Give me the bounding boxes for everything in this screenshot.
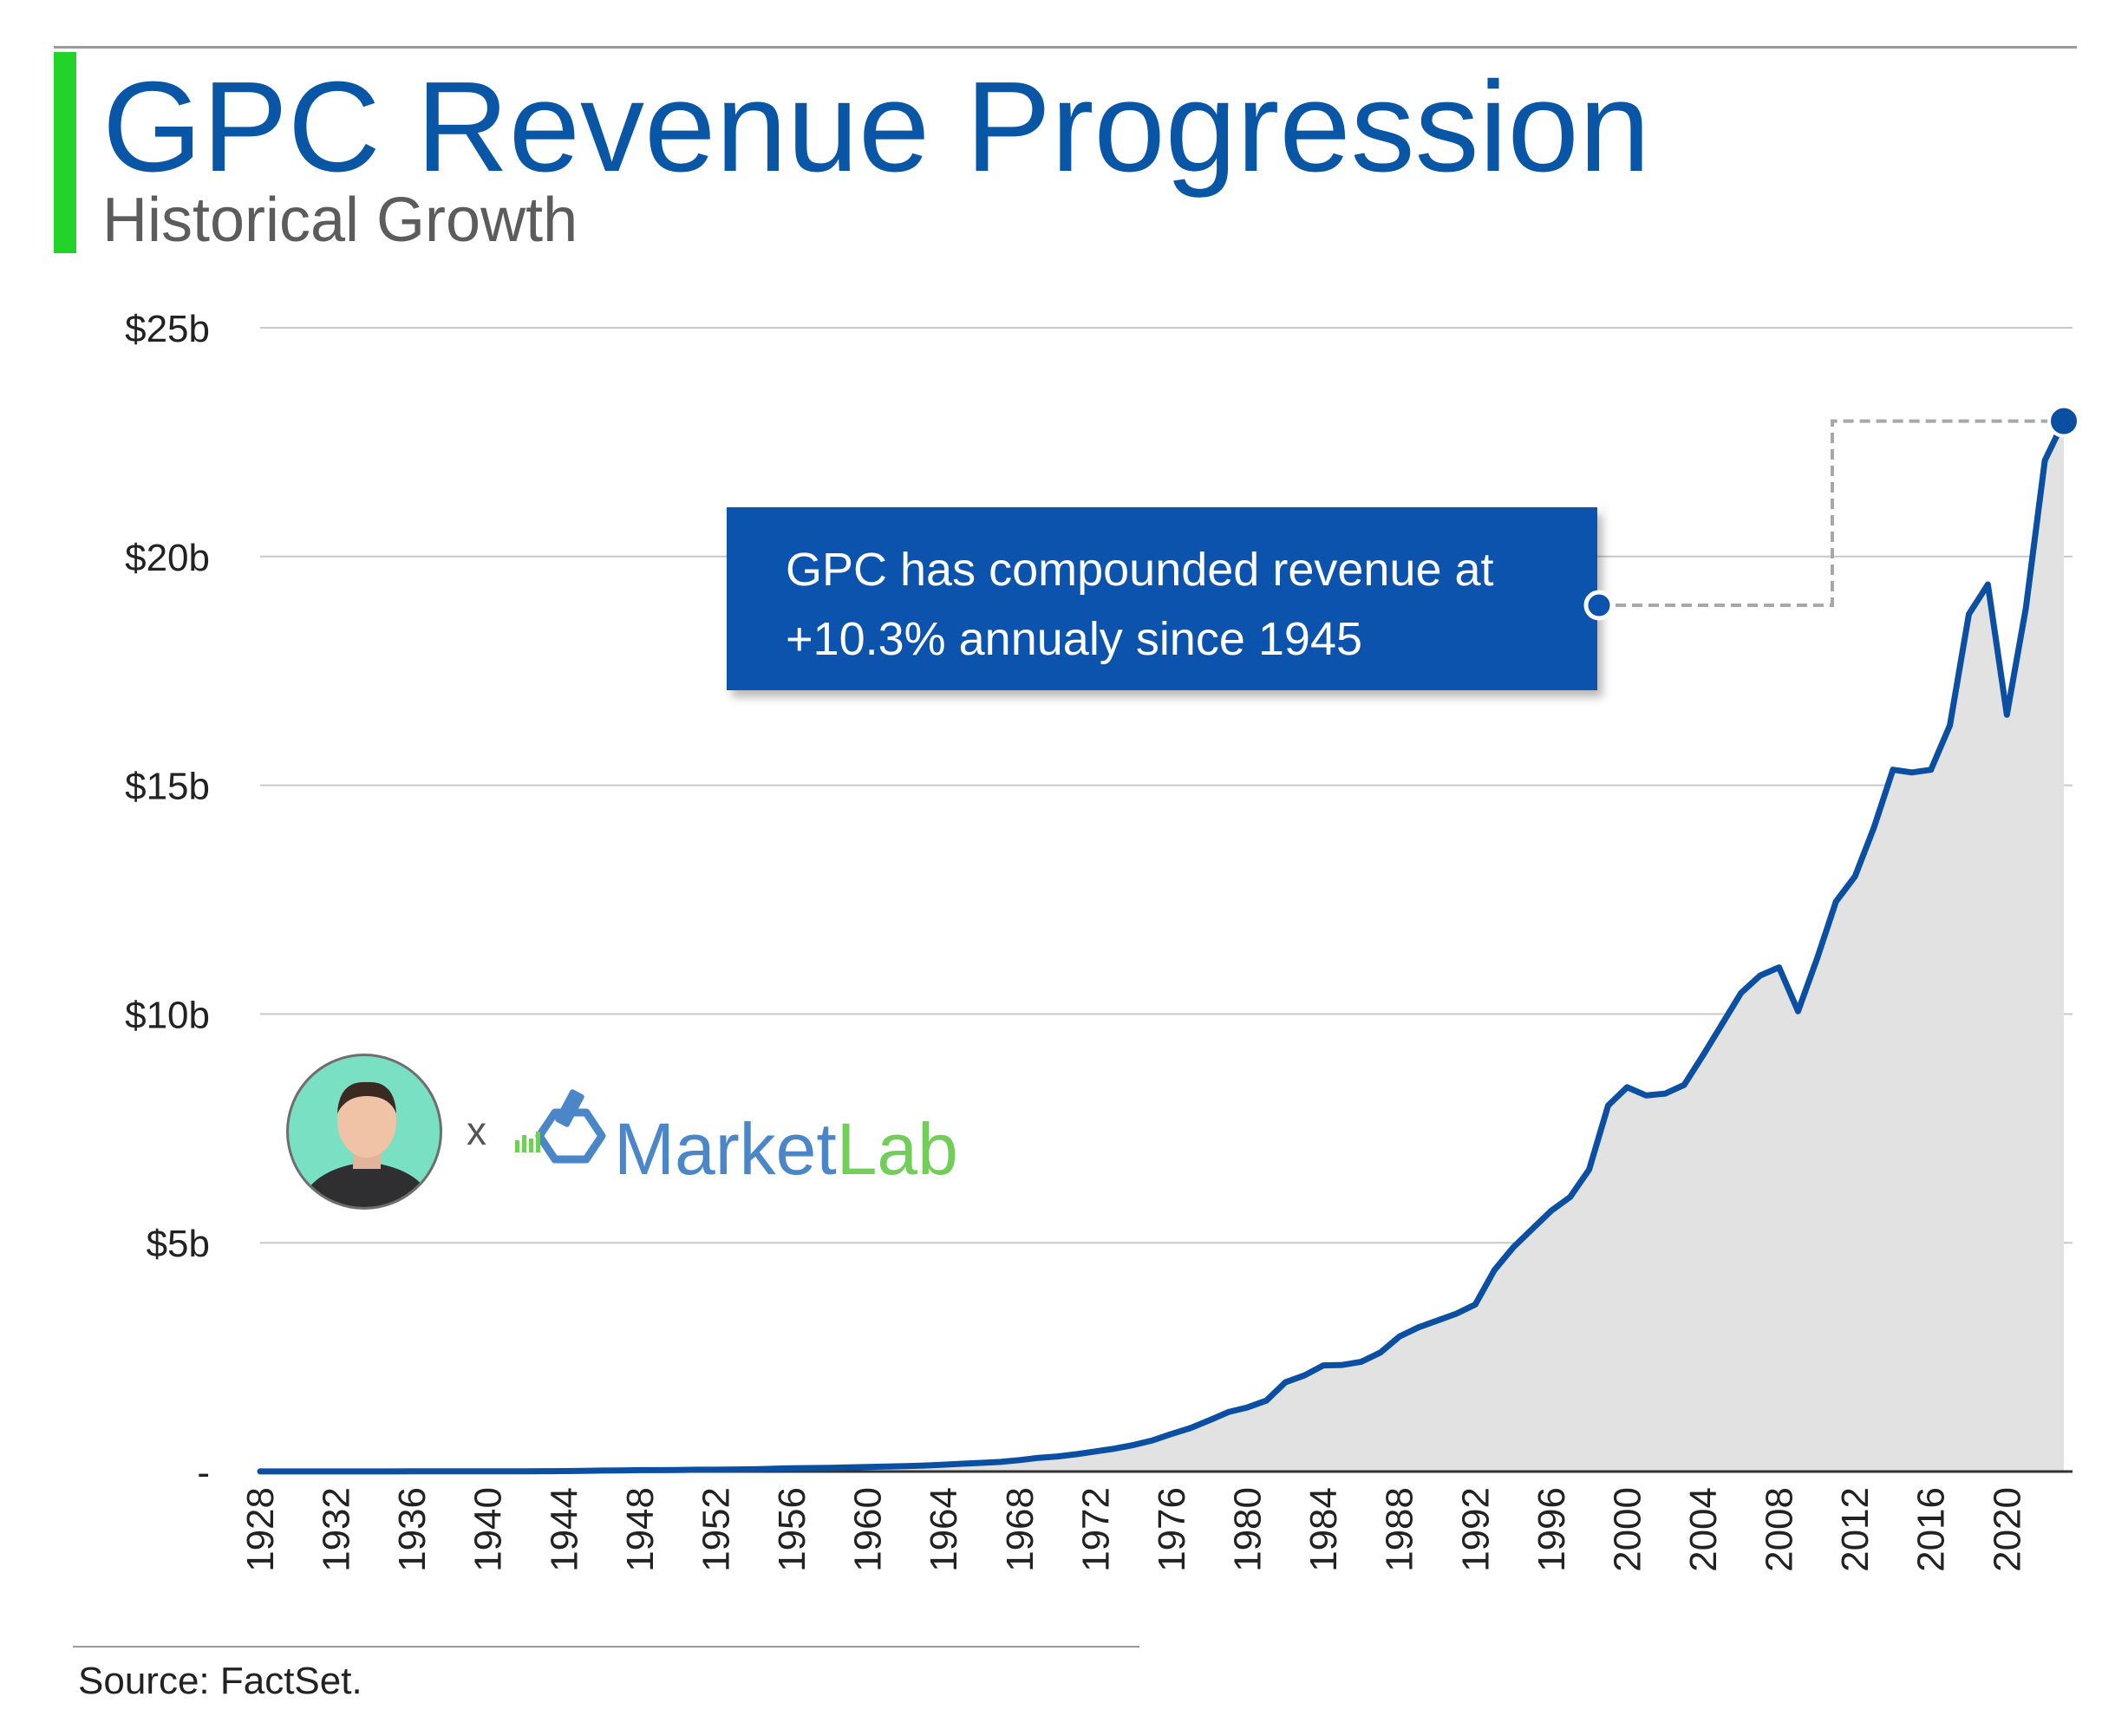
x-tick-label: 1940 (467, 1487, 510, 1572)
x-tick-label: 1956 (771, 1487, 813, 1572)
latest-revenue-marker (2047, 404, 2080, 438)
callout-line-1: GPC has compounded revenue at (786, 544, 1494, 596)
x-tick-label: 1964 (923, 1487, 965, 1572)
x-tick-label: 2000 (1606, 1487, 1648, 1572)
brand-name-market: Market (614, 1108, 837, 1190)
x-tick-label: 2016 (1910, 1487, 1953, 1572)
brand-name: MarketLab (614, 1106, 958, 1192)
x-tick-label: 1928 (239, 1487, 282, 1572)
x-tick-label: 2020 (1986, 1487, 2028, 1572)
person-icon (298, 1081, 435, 1207)
y-tick-label: $5b (147, 1223, 210, 1265)
y-axis-ticks: - $5b $10b $15b $20b $25b (125, 308, 210, 1494)
x-tick-label: 1948 (619, 1487, 662, 1572)
x-tick-label: 1944 (543, 1487, 585, 1572)
y-tick-label: $20b (125, 537, 210, 579)
x-tick-label: 1972 (1074, 1487, 1117, 1572)
page-title: GPC Revenue Progression (102, 55, 1651, 199)
brand-name-lab: Lab (836, 1108, 958, 1190)
x-tick-label: 2012 (1834, 1487, 1877, 1572)
top-rule (54, 46, 2077, 49)
y-tick-label: $10b (125, 994, 210, 1036)
source-note: Source: FactSet. (78, 1660, 362, 1702)
revenue-area-fill (260, 421, 2064, 1472)
callout-anchor-dot (1583, 590, 1615, 621)
x-tick-label: 1952 (695, 1487, 737, 1572)
page-subtitle: Historical Growth (102, 186, 578, 255)
x-tick-label: 1936 (391, 1487, 434, 1572)
x-tick-label: 1976 (1151, 1487, 1193, 1572)
callout-leader-line (1599, 419, 2064, 607)
x-tick-label: 2004 (1682, 1487, 1725, 1572)
x-tick-label: 1980 (1227, 1487, 1270, 1572)
x-tick-label: 1996 (1531, 1487, 1573, 1572)
branding: x MarketLab (286, 1054, 980, 1218)
author-avatar (286, 1054, 442, 1210)
y-tick-label: $25b (125, 308, 210, 350)
brand-separator: x (467, 1108, 486, 1153)
x-tick-label: 2008 (1759, 1487, 1801, 1572)
x-tick-label: 1968 (999, 1487, 1041, 1572)
revenue-line (257, 418, 2067, 1475)
x-tick-label: 1992 (1454, 1487, 1497, 1572)
callout-line-2: +10.3% annualy since 1945 (786, 613, 1363, 665)
x-axis-ticks: 1928 1932 1936 1940 1944 1948 1952 1956 1960 1964… (239, 1487, 2028, 1572)
growth-callout: GPC has compounded revenue at +10.3% ann… (727, 507, 1597, 690)
x-tick-label: 1960 (847, 1487, 890, 1572)
x-tick-label: 1988 (1379, 1487, 1421, 1572)
x-tick-label: 1984 (1302, 1487, 1345, 1572)
x-tick-label: 1932 (316, 1487, 358, 1572)
y-tick-label: - (197, 1452, 210, 1494)
microscope-logo-icon (515, 1089, 606, 1164)
bottom-rule (73, 1646, 1139, 1648)
accent-bar (54, 52, 76, 253)
y-tick-label: $15b (125, 766, 210, 808)
